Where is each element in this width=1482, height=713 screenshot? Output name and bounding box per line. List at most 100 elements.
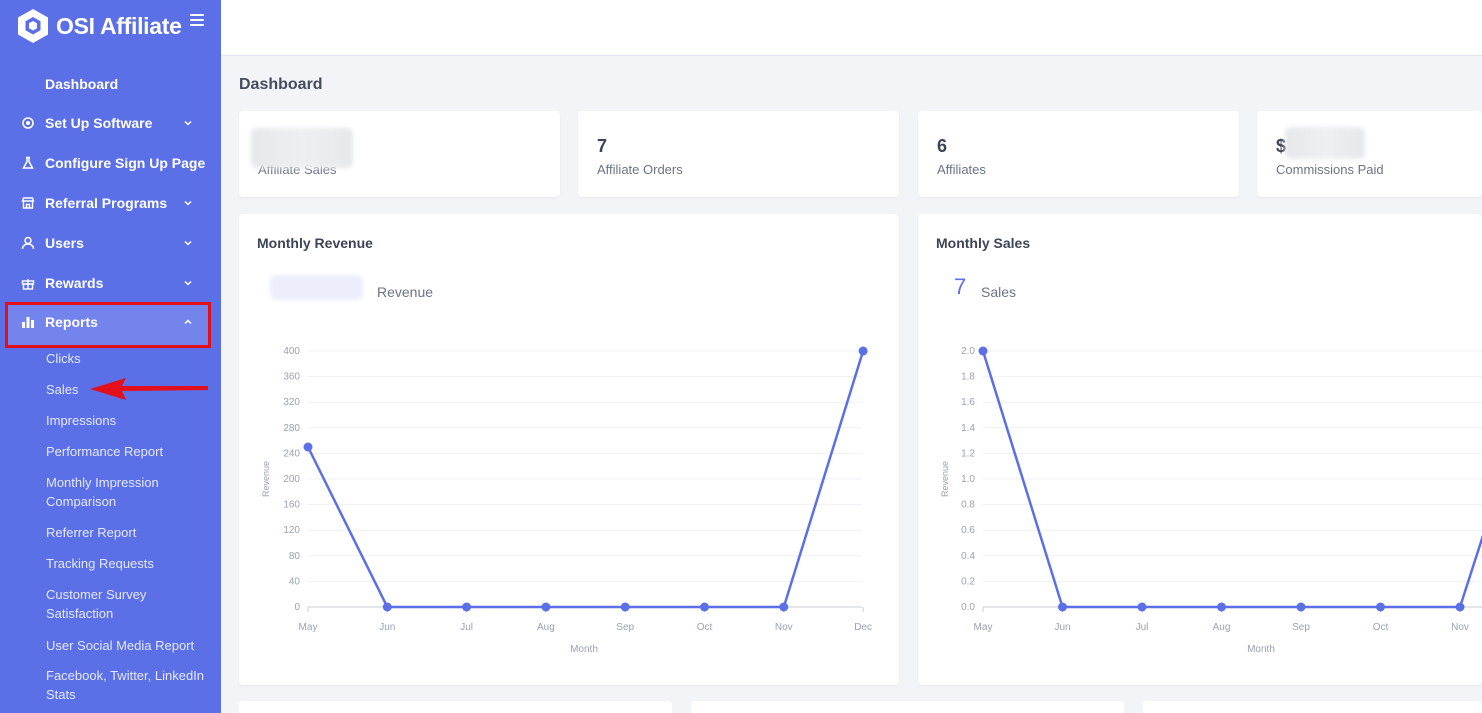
- y-tick-label: 0.8: [961, 500, 975, 511]
- y-tick-label: 40: [289, 576, 301, 587]
- y-tick-label: 360: [283, 372, 300, 383]
- user-icon: [21, 236, 35, 250]
- sidebar-item-dashboard[interactable]: Dashboard: [45, 76, 119, 92]
- data-point[interactable]: [1217, 602, 1226, 612]
- chart-card-monthly-sales: Monthly Sales 7 Sales 0.0 0.2 0.4 0.6 0.8 1.0…: [918, 214, 1482, 685]
- redacted-blur: [251, 128, 353, 168]
- menu-toggle-icon[interactable]: [190, 14, 204, 26]
- data-point[interactable]: [1296, 602, 1306, 612]
- sidebar-item-rewards[interactable]: Rewards: [0, 270, 221, 296]
- x-tick-label: May: [974, 622, 993, 633]
- sidebar-subitem-facebook-twitter-linkedin-stats[interactable]: Facebook, Twitter, LinkedIn Stats: [46, 668, 205, 702]
- sidebar-subitem-sales[interactable]: Sales: [46, 382, 79, 397]
- reports-highlight-box: [5, 302, 211, 348]
- bar-chart-icon: [22, 317, 34, 328]
- sidebar-subitem-referrer-report[interactable]: Referrer Report: [46, 525, 137, 540]
- data-point[interactable]: [978, 346, 988, 356]
- x-tick-label: Aug: [537, 622, 555, 633]
- data-point[interactable]: [462, 602, 472, 612]
- x-tick-label: Sep: [1292, 622, 1310, 633]
- sidebar-subitem-clicks[interactable]: Clicks: [46, 351, 81, 366]
- redacted-blur: [1285, 127, 1365, 159]
- x-axis-label: Month: [570, 644, 598, 655]
- sidebar-item-configure-sign-up-page[interactable]: Configure Sign Up Page: [0, 150, 221, 176]
- stat-card-commissions-paid: $ Commissions Paid: [1257, 111, 1482, 197]
- x-tick-label: May: [299, 622, 318, 633]
- x-tick-label: Nov: [1451, 622, 1469, 633]
- sidebar-item-users[interactable]: Users: [0, 230, 221, 256]
- top-header-bar: [221, 0, 1482, 56]
- sidebar-item-label: Reports: [45, 314, 98, 330]
- sidebar-item-label: Set Up Software: [45, 115, 153, 131]
- legend-label: Sales: [981, 284, 1017, 300]
- data-point[interactable]: [779, 602, 789, 612]
- sales-line-chart: 0.0 0.2 0.4 0.6 0.8 1.0 1.2 1.4 1.6 1.8 2.0 May Jun J…: [940, 346, 1482, 655]
- data-point[interactable]: [382, 602, 392, 612]
- bottom-card: [1143, 701, 1482, 713]
- x-tick-label: Sep: [616, 622, 634, 633]
- stat-value: $: [1276, 136, 1287, 156]
- sidebar-item-reports[interactable]: Reports: [0, 309, 221, 335]
- x-tick-label: Jun: [1054, 622, 1070, 633]
- data-point[interactable]: [858, 346, 868, 356]
- y-tick-label: 0: [294, 602, 300, 613]
- data-point[interactable]: [620, 602, 630, 612]
- y-axis-label: Revenue: [261, 461, 271, 497]
- y-tick-label: 0.2: [961, 576, 975, 587]
- y-tick-label: 80: [289, 551, 301, 562]
- chart-card-monthly-revenue: Monthly Revenue Revenue 0 40 80 120 160 200 24…: [239, 214, 899, 685]
- data-point[interactable]: [1058, 602, 1067, 612]
- revenue-line-chart: 0 40 80 120 160 200 240 280 320 360 400 May Jun Jul Au…: [261, 346, 872, 655]
- stat-card-affiliates: 6 Affiliates: [918, 111, 1239, 197]
- chevron-down-icon: [184, 280, 192, 286]
- app-title: OSI Affiliate: [56, 12, 182, 39]
- series-line: [306, 350, 865, 609]
- data-point[interactable]: [1455, 602, 1465, 612]
- stat-value: 6: [937, 136, 948, 156]
- stat-label: Commissions Paid: [1276, 162, 1384, 177]
- data-point[interactable]: [1137, 602, 1147, 612]
- flask-icon: [22, 156, 34, 169]
- data-point[interactable]: [541, 602, 551, 612]
- series-line: [981, 350, 1482, 609]
- data-point[interactable]: [1376, 602, 1385, 612]
- x-tick-label: Jul: [460, 622, 473, 633]
- y-tick-label: 0.6: [961, 525, 975, 536]
- y-tick-label: 240: [283, 448, 300, 459]
- redacted-blur: [270, 275, 363, 300]
- x-axis-label: Month: [1247, 644, 1275, 655]
- y-tick-label: 1.2: [961, 448, 975, 459]
- chevron-down-icon: [184, 240, 192, 246]
- chevron-down-icon: [184, 200, 192, 206]
- y-tick-label: 1.6: [961, 397, 975, 408]
- x-tick-label: Oct: [697, 622, 713, 633]
- sidebar-subitem-customer-survey-satisfaction[interactable]: Customer Survey Satisfaction: [46, 587, 147, 621]
- y-tick-label: 160: [283, 500, 300, 511]
- sidebar-item-referral-programs[interactable]: Referral Programs: [0, 190, 221, 216]
- sidebar-item-label: Referral Programs: [45, 195, 168, 211]
- sidebar-item-label: Configure Sign Up Page: [45, 155, 206, 171]
- sidebar-subitem-performance-report[interactable]: Performance Report: [46, 444, 164, 459]
- x-tick-label: Dec: [854, 622, 872, 633]
- stat-card-affiliate-orders: 7 Affiliate Orders: [578, 111, 899, 197]
- brand[interactable]: OSI Affiliate: [16, 8, 182, 44]
- sidebar-subitem-monthly-impression-comparison[interactable]: Monthly Impression Comparison: [46, 475, 159, 509]
- data-point[interactable]: [303, 442, 313, 452]
- y-tick-label: 1.8: [961, 372, 975, 383]
- y-tick-label: 400: [283, 346, 300, 357]
- data-point[interactable]: [700, 602, 709, 612]
- y-tick-label: 0.0: [961, 602, 975, 613]
- chart-title: Monthly Sales: [936, 235, 1031, 251]
- legend-label: Revenue: [377, 284, 434, 300]
- sidebar-subitem-tracking-requests[interactable]: Tracking Requests: [46, 556, 154, 571]
- chart-title: Monthly Revenue: [257, 235, 373, 251]
- sidebar-item-set-up-software[interactable]: Set Up Software: [0, 110, 221, 136]
- legend-value: 7: [954, 274, 967, 299]
- stat-card-affiliate-sales: Affiliate Sales: [239, 111, 560, 197]
- chevron-down-icon: [184, 120, 192, 126]
- sidebar-subitem-user-social-media-report[interactable]: User Social Media Report: [46, 638, 195, 653]
- red-arrow-annotation-icon: [90, 378, 208, 400]
- stat-label: Affiliate Orders: [597, 162, 683, 177]
- sidebar-subitem-impressions[interactable]: Impressions: [46, 413, 117, 428]
- y-tick-label: 0.4: [961, 551, 975, 562]
